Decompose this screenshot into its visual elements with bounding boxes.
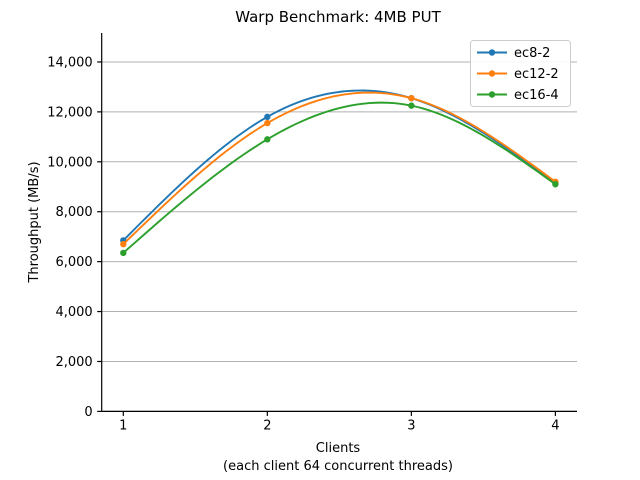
y-tick-label: 4,000 xyxy=(55,305,92,320)
legend-sample-marker-1 xyxy=(488,70,496,77)
legend: ec8-2 ec12-2 ec16-4 xyxy=(470,40,571,107)
y-tick-label: 12,000 xyxy=(47,105,93,120)
series-marker-ec12-2 xyxy=(120,240,127,248)
series-line-ec16-4 xyxy=(122,101,557,254)
legend-label-2: ec16-4 xyxy=(514,88,559,103)
gridlines xyxy=(101,61,577,412)
legend-sample-marker-2 xyxy=(488,91,496,98)
tick-labels: 0 2,000 4,000 6,000 8,000 10,000 12,000 14,000 1… xyxy=(47,55,559,433)
y-tick-label: 10,000 xyxy=(47,155,93,170)
x-tick-label: 3 xyxy=(407,418,415,433)
series-line-ec12-2 xyxy=(122,91,557,246)
series-marker-ec16-4 xyxy=(120,249,127,257)
axes xyxy=(97,33,577,416)
series-marker-ec12-2 xyxy=(264,119,271,127)
legend-label-0: ec8-2 xyxy=(514,46,550,61)
y-tick-label: 2,000 xyxy=(55,355,92,370)
x-axis-label: Clients xyxy=(316,441,361,456)
y-tick-label: 14,000 xyxy=(47,55,93,70)
y-tick-label: 6,000 xyxy=(55,255,92,270)
x-axis-sublabel: (each client 64 concurrent threads) xyxy=(223,459,453,474)
legend-label-1: ec12-2 xyxy=(514,67,559,82)
x-tick-label: 4 xyxy=(551,418,559,433)
series xyxy=(120,89,559,257)
series-marker-ec12-2 xyxy=(408,94,415,102)
y-axis-label: Throughput (MB/s) xyxy=(27,161,42,283)
legend-entry: ec8-2 xyxy=(477,46,550,61)
x-tick-label: 2 xyxy=(263,418,271,433)
series-marker-ec16-4 xyxy=(408,102,415,109)
chart-title: Warp Benchmark: 4MB PUT xyxy=(235,8,441,26)
series-marker-ec8-2 xyxy=(264,113,271,121)
y-tick-label: 8,000 xyxy=(55,205,92,220)
series-marker-ec16-4 xyxy=(264,136,271,143)
x-tick-label: 1 xyxy=(119,418,127,433)
legend-sample-marker-0 xyxy=(488,49,496,56)
legend-entry: ec12-2 xyxy=(477,67,559,82)
legend-entry: ec16-4 xyxy=(477,88,559,103)
y-tick-label: 0 xyxy=(84,405,92,420)
legend-box xyxy=(470,40,571,107)
series-marker-ec16-4 xyxy=(552,181,559,188)
series-line-ec8-2 xyxy=(122,89,557,242)
